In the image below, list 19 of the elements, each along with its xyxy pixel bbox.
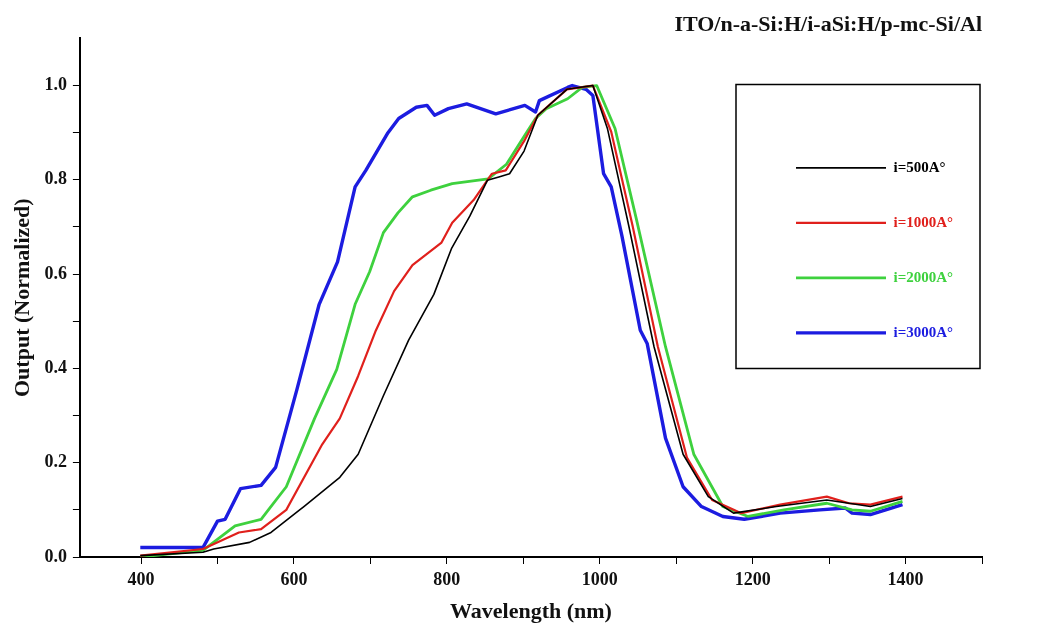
chart-title: ITO/n-a-Si:H/i-aSi:H/p-mc-Si/Al [674, 10, 982, 36]
x-tick-label: 1400 [887, 569, 924, 590]
text: i=3000A° [893, 323, 954, 340]
x-tick-label: 400 [127, 569, 155, 590]
text: i=500A° [893, 158, 946, 175]
x-axis-title: Wavelength (nm) [449, 598, 612, 624]
x-tick-label: 1200 [734, 569, 771, 590]
y-axis-title: Output (Normalized) [8, 198, 34, 397]
y-tick-label: 0.8 [44, 168, 67, 189]
text: i=1000A° [893, 213, 954, 230]
x-tick-label: 800 [433, 569, 461, 590]
y-tick-label: 1.0 [44, 74, 67, 95]
x-tick-label: 600 [280, 569, 308, 590]
text: i=2000A° [893, 268, 954, 285]
y-tick-label: 0.6 [44, 262, 67, 283]
y-tick-label: 0.2 [44, 451, 67, 472]
y-tick-label: 0.0 [44, 545, 67, 566]
x-tick-label: 1000 [581, 569, 618, 590]
y-tick-label: 0.4 [44, 357, 67, 378]
